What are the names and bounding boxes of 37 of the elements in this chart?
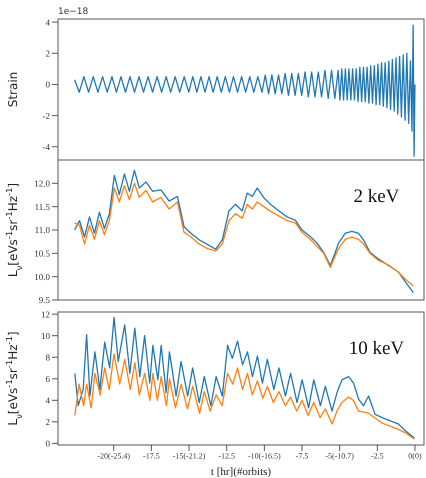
y-tick-label: 12.0: [34, 178, 50, 189]
y-tick-label: 4: [46, 396, 50, 406]
annotation: 2 keV: [353, 186, 400, 207]
x-tick-label: -15(-21.2): [172, 452, 206, 461]
y-tick-label: 10: [41, 330, 50, 341]
y-tick-label: 9.5: [38, 295, 50, 306]
y-tick-label: 11.5: [34, 202, 50, 212]
x-tick-label: -7.5: [296, 452, 308, 461]
x-tick-label: 0(0): [408, 452, 422, 461]
line-series: [74, 316, 416, 439]
x-tick-label: -2.5: [370, 452, 384, 461]
x-tick-label: -20(-25.4): [97, 452, 130, 461]
line-series: [74, 24, 416, 157]
y-tick-label: 2: [46, 48, 50, 58]
y-tick-label: 11.0: [34, 225, 50, 236]
annotation: 10 keV: [348, 338, 404, 359]
y-tick-label: 10.0: [34, 272, 50, 282]
y-tick-label: 8: [46, 352, 50, 362]
y-tick-label: 6: [46, 374, 50, 384]
y-tick-label: 4: [46, 17, 50, 28]
y-tick-label: 10.5: [34, 248, 50, 259]
x-tick-label: -12.5: [218, 452, 236, 461]
x-tick-label: -5(-10.7): [325, 452, 354, 461]
y-tick-label: 0: [46, 80, 50, 90]
line-series: [74, 182, 414, 287]
x-axis-title: t [hr](#orbits): [210, 466, 272, 478]
y-tick-label: -2: [42, 110, 50, 121]
y-tick-label: 0: [46, 438, 50, 449]
x-tick-label: -17.5: [143, 452, 160, 461]
text: 1e−18: [58, 7, 89, 17]
x-tick-label: -10(-16.5): [248, 452, 282, 461]
line-series: [74, 170, 414, 294]
y-tick-label: 2: [46, 417, 50, 428]
y-tick-label: 12: [41, 309, 50, 320]
line-series: [74, 353, 416, 440]
y-axis-title: Strain: [6, 72, 20, 108]
y-tick-label: -4: [42, 142, 50, 152]
